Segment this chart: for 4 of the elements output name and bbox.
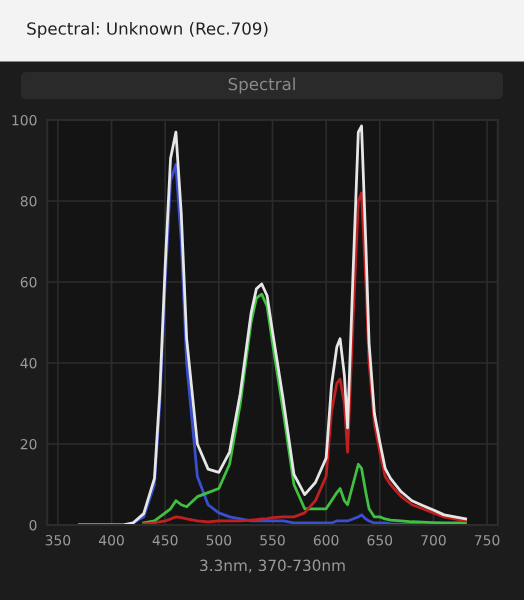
chart-subtitle: Spectral bbox=[228, 77, 295, 94]
line-series bbox=[142, 292, 467, 525]
chart-title: Spectral: Unknown (Rec.709) bbox=[27, 21, 268, 39]
line-series bbox=[142, 191, 467, 525]
